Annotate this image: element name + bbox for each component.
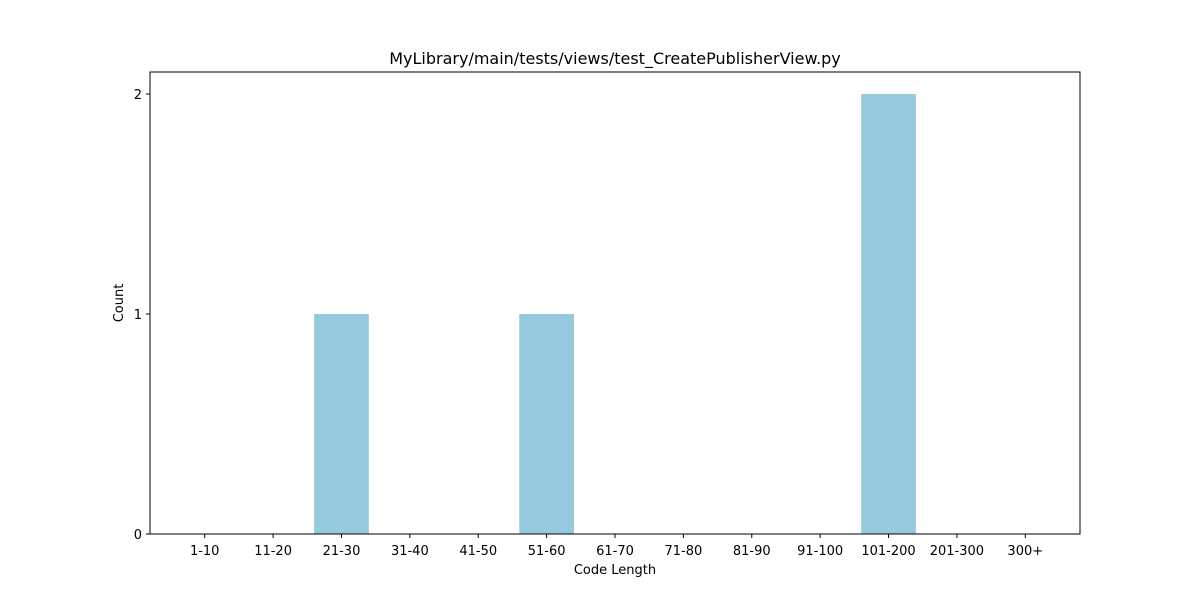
x-tick-label: 41-50 bbox=[459, 544, 497, 559]
y-tick-label: 1 bbox=[134, 308, 142, 323]
chart-title: MyLibrary/main/tests/views/test_CreatePu… bbox=[389, 49, 841, 69]
x-tick-label: 51-60 bbox=[528, 544, 566, 559]
x-tick-label: 101-200 bbox=[861, 544, 915, 559]
x-tick-label: 201-300 bbox=[930, 544, 984, 559]
x-axis-label: Code Length bbox=[574, 563, 656, 578]
x-tick-label: 31-40 bbox=[391, 544, 429, 559]
x-tick-label: 300+ bbox=[1007, 544, 1043, 559]
bars-group bbox=[314, 94, 916, 534]
x-tick-label: 21-30 bbox=[323, 544, 361, 559]
y-tick-label: 2 bbox=[134, 88, 142, 103]
x-tick-label: 11-20 bbox=[254, 544, 292, 559]
y-tick-label: 0 bbox=[134, 528, 142, 543]
x-tick-label: 91-100 bbox=[797, 544, 843, 559]
x-tick-label: 61-70 bbox=[596, 544, 634, 559]
x-tick-label: 71-80 bbox=[664, 544, 702, 559]
bar-21-30 bbox=[314, 314, 369, 534]
plot-frame bbox=[150, 72, 1080, 534]
x-axis-ticks: 1-10 11-20 21-30 31-40 41-50 51-60 61-70 71-80 8… bbox=[190, 534, 1043, 559]
x-tick-label: 81-90 bbox=[733, 544, 771, 559]
bar-101-200 bbox=[861, 94, 916, 534]
y-axis-label: Count bbox=[112, 284, 127, 323]
y-axis-ticks: 0 1 2 bbox=[134, 88, 150, 543]
bar-51-60 bbox=[519, 314, 574, 534]
x-tick-label: 1-10 bbox=[190, 544, 220, 559]
